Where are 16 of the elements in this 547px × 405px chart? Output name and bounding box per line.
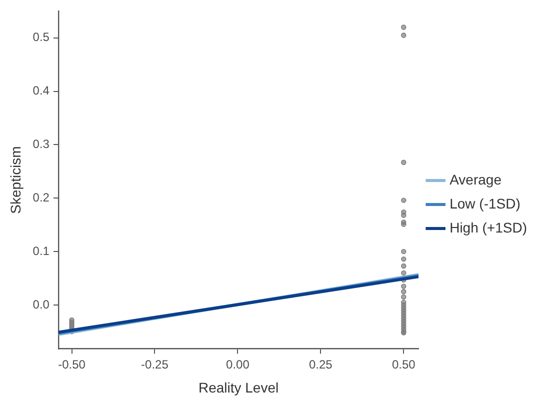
y-tick-label: 0.2 bbox=[32, 190, 50, 204]
x-tick-label: 0.00 bbox=[226, 357, 250, 372]
y-tick-label: 0.0 bbox=[32, 297, 50, 312]
y-tick-label: 0.1 bbox=[32, 244, 50, 258]
x-tick-label: 0.50 bbox=[392, 357, 416, 372]
x-tick-label: -0.25 bbox=[141, 357, 169, 372]
y-tick-label: 0.4 bbox=[32, 84, 50, 98]
x-tick-label: 0.25 bbox=[308, 357, 333, 372]
legend-label: Average bbox=[450, 171, 502, 188]
x-axis-title: Reality Level bbox=[198, 379, 279, 396]
x-tick-label: -0.50 bbox=[58, 357, 86, 372]
y-tick-label: 0.5 bbox=[32, 30, 50, 44]
legend-label: High (+1SD) bbox=[450, 219, 528, 236]
legend-label: Low (-1SD) bbox=[450, 195, 520, 212]
y-axis-title: Skepticism bbox=[7, 146, 24, 214]
y-tick-label: 0.3 bbox=[32, 137, 50, 152]
